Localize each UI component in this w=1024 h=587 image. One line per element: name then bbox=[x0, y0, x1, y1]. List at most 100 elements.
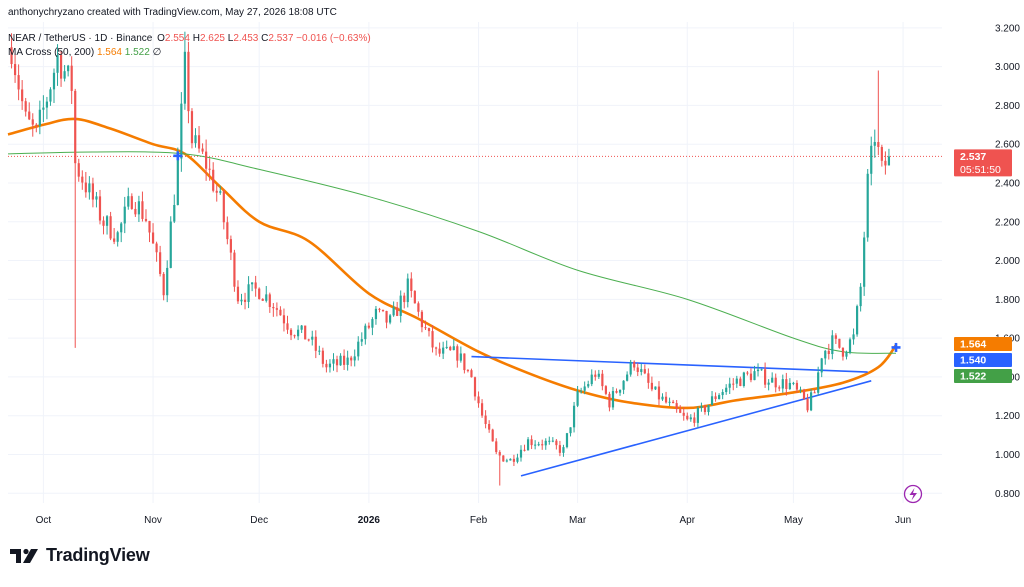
candle bbox=[626, 371, 629, 382]
candle bbox=[870, 136, 873, 186]
candle bbox=[516, 453, 519, 464]
candle-body bbox=[392, 307, 395, 316]
candle-body bbox=[289, 329, 293, 336]
candle bbox=[102, 216, 105, 235]
candle-body bbox=[187, 51, 190, 112]
candle-body bbox=[183, 51, 186, 104]
candle-body bbox=[28, 111, 31, 120]
candle bbox=[289, 328, 293, 341]
candle-body bbox=[424, 327, 427, 329]
candle bbox=[756, 363, 760, 377]
candle bbox=[98, 189, 102, 225]
candle bbox=[746, 371, 749, 376]
candle bbox=[558, 440, 562, 457]
candle bbox=[180, 92, 183, 172]
candle bbox=[551, 437, 554, 443]
candle bbox=[477, 391, 480, 408]
candle bbox=[251, 282, 254, 292]
candle bbox=[735, 375, 738, 388]
candle bbox=[732, 378, 735, 391]
time-tick-label: Jun bbox=[895, 515, 911, 526]
price-tick-label: 2.400 bbox=[995, 178, 1020, 189]
candle bbox=[321, 347, 324, 368]
candle bbox=[109, 211, 112, 241]
candle bbox=[335, 355, 339, 373]
candle bbox=[498, 450, 501, 486]
candle bbox=[548, 436, 551, 445]
candle-body bbox=[205, 151, 208, 169]
candle-body bbox=[841, 347, 845, 357]
candle bbox=[700, 402, 703, 412]
candle bbox=[183, 31, 186, 110]
candle-body bbox=[300, 325, 303, 330]
candle bbox=[689, 414, 692, 422]
candle-body bbox=[42, 107, 45, 110]
candle bbox=[456, 344, 459, 368]
ma-legend[interactable]: MA Cross (50, 200) 1.564 1.522 ∅ bbox=[8, 47, 161, 58]
tradingview-logo[interactable]: TradingView bbox=[10, 545, 150, 566]
candle bbox=[831, 330, 834, 360]
trendline bbox=[520, 380, 872, 477]
candle-body bbox=[141, 201, 144, 219]
candle-body bbox=[74, 90, 77, 164]
candle-body bbox=[279, 309, 282, 316]
candle-body bbox=[880, 146, 883, 161]
candle-body bbox=[137, 201, 140, 215]
candle bbox=[771, 372, 774, 383]
candle bbox=[388, 313, 392, 325]
low-label: L bbox=[227, 33, 234, 44]
candle-body bbox=[59, 55, 63, 79]
candle bbox=[70, 56, 73, 105]
candle bbox=[215, 184, 218, 202]
candle-body bbox=[831, 335, 834, 355]
candle bbox=[714, 392, 717, 402]
candle bbox=[845, 350, 848, 360]
cross-marker-bar bbox=[176, 151, 180, 161]
candle bbox=[424, 320, 427, 330]
candle bbox=[664, 391, 668, 404]
candle-body bbox=[113, 238, 116, 242]
time-tick-label: Nov bbox=[144, 515, 162, 526]
close-label: C bbox=[261, 33, 269, 44]
candle-body bbox=[820, 358, 823, 373]
candle-body bbox=[583, 386, 586, 391]
candle bbox=[824, 349, 827, 365]
candle bbox=[679, 405, 682, 414]
candle-body bbox=[774, 377, 777, 388]
time-tick-label: 2026 bbox=[358, 515, 381, 526]
time-axis: Oct Nov Dec 2026 Feb Mar Apr May Jun bbox=[36, 515, 912, 526]
candle bbox=[410, 272, 413, 298]
candle-body bbox=[335, 359, 339, 366]
candle-body bbox=[887, 156, 891, 166]
candle-body bbox=[254, 282, 257, 289]
candle-body bbox=[169, 221, 172, 268]
candle-body bbox=[286, 323, 289, 330]
candle-body bbox=[512, 458, 516, 462]
candle-body bbox=[785, 379, 788, 389]
candle bbox=[339, 353, 342, 366]
candle-body bbox=[173, 204, 176, 222]
candle-body bbox=[742, 372, 745, 387]
symbol-legend[interactable]: NEAR / TetherUS · 1D · Binance O2.554 H2… bbox=[8, 33, 371, 44]
candle bbox=[360, 332, 363, 347]
candle-body bbox=[197, 135, 201, 149]
candle bbox=[325, 359, 328, 373]
candle-body bbox=[130, 196, 133, 209]
candle-body bbox=[442, 347, 445, 354]
candle-body bbox=[526, 439, 530, 451]
candle-body bbox=[10, 47, 13, 65]
candle bbox=[254, 275, 257, 297]
candle-body bbox=[222, 191, 225, 223]
candle bbox=[378, 307, 381, 313]
candle-body bbox=[314, 336, 317, 351]
candle bbox=[590, 369, 593, 387]
candle-body bbox=[240, 299, 243, 302]
candle bbox=[343, 349, 346, 371]
candle bbox=[859, 283, 862, 312]
candle bbox=[778, 385, 781, 392]
candle bbox=[693, 412, 696, 427]
trendlines bbox=[471, 355, 872, 477]
candle bbox=[314, 330, 317, 359]
candle-body bbox=[49, 89, 52, 102]
candle-body bbox=[509, 458, 512, 461]
